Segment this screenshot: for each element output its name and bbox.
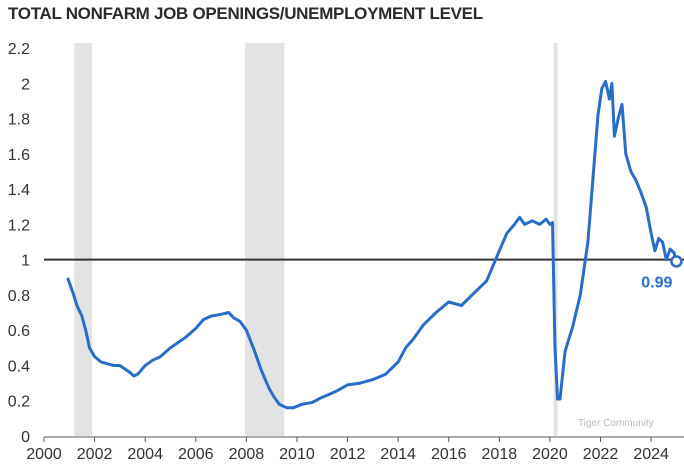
end-point-marker bbox=[670, 255, 683, 268]
recession-band-1 bbox=[245, 43, 285, 436]
x-tick-label: 2016 bbox=[431, 446, 467, 463]
y-tick-label: 2 bbox=[21, 76, 30, 93]
x-tick-label: 2018 bbox=[482, 446, 518, 463]
y-tick-label: 0.4 bbox=[8, 358, 30, 375]
y-tick-label: 1.2 bbox=[8, 217, 30, 234]
axis-group: 0 0.2 0.4 0.6 0.8 1 1.2 1.4 1.6 1.8 2 2.2 2000 2002 20… bbox=[8, 41, 684, 463]
x-tick-label: 2020 bbox=[532, 446, 568, 463]
chart-title: TOTAL NONFARM JOB OPENINGS/UNEMPLOYMENT … bbox=[8, 4, 483, 23]
y-tick-label: 2.2 bbox=[8, 41, 30, 58]
x-tick-label: 2024 bbox=[633, 446, 669, 463]
y-tick-label: 0 bbox=[21, 429, 30, 446]
x-tick-label: 2022 bbox=[583, 446, 619, 463]
y-tick-label: 1.8 bbox=[8, 112, 30, 129]
y-tick-label: 0.8 bbox=[8, 288, 30, 305]
watermark-text: Tiger Community bbox=[578, 418, 654, 429]
x-tick-label: 2000 bbox=[26, 446, 62, 463]
x-tick-label: 2004 bbox=[127, 446, 163, 463]
y-tick-label: 1.6 bbox=[8, 147, 30, 164]
y-tick-label: 1 bbox=[21, 253, 30, 270]
x-tick-label: 2006 bbox=[178, 446, 214, 463]
annotation-group: 0.99 bbox=[641, 255, 683, 291]
series-group bbox=[66, 80, 678, 410]
end-value-label: 0.99 bbox=[641, 274, 672, 291]
x-tick-label: 2002 bbox=[77, 446, 113, 463]
x-tick-label: 2008 bbox=[229, 446, 265, 463]
x-tick-label: 2010 bbox=[279, 446, 315, 463]
series-line-0 bbox=[66, 80, 678, 410]
recession-band-2 bbox=[553, 43, 558, 436]
x-tick-label: 2014 bbox=[380, 446, 416, 463]
y-tick-label: 0.2 bbox=[8, 394, 30, 411]
recession-bands bbox=[74, 43, 558, 436]
y-tick-label: 0.6 bbox=[8, 323, 30, 340]
x-tick-label: 2012 bbox=[330, 446, 366, 463]
y-tick-label: 1.4 bbox=[8, 182, 30, 199]
recession-band-0 bbox=[74, 43, 93, 436]
